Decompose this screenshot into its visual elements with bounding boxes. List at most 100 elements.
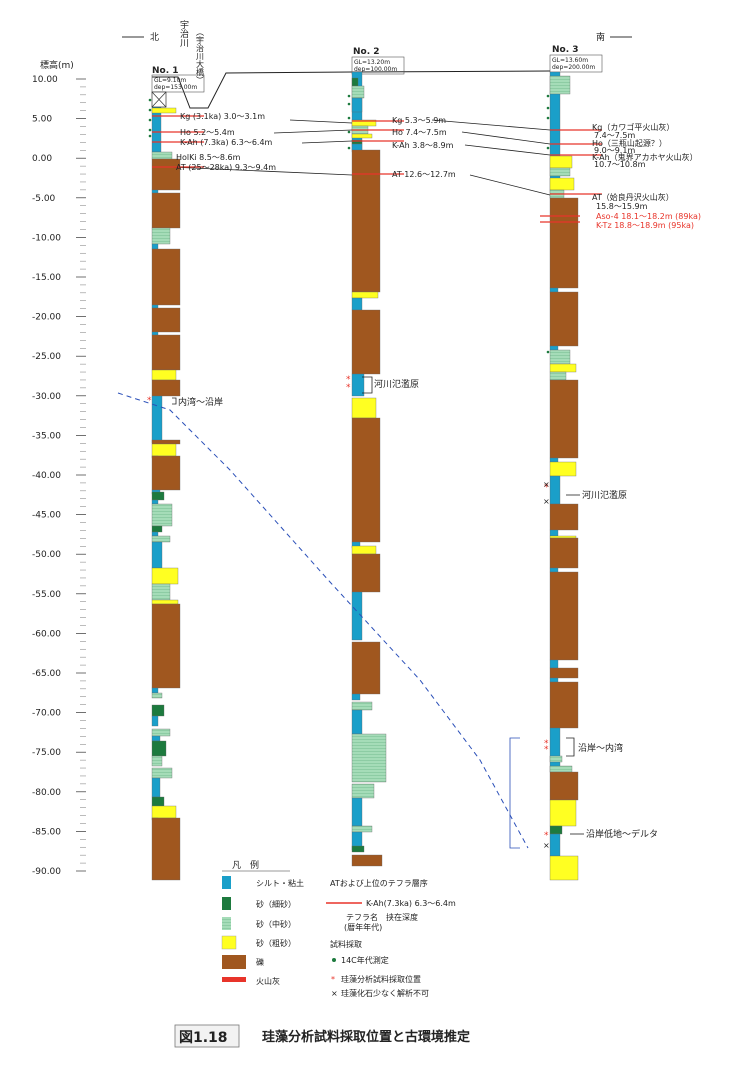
silt-layer: [151, 395, 163, 444]
tephra-line-at-2-3: [469, 174, 551, 196]
fine-sand-layer: [151, 525, 163, 533]
env-label-3a: 河川氾濫原: [582, 489, 627, 501]
axis-tick-label: -65.00: [32, 669, 61, 679]
medium-sand-layer: [351, 825, 373, 833]
legend-swatch-gravel: [222, 955, 246, 969]
tephra-line-kg-2-3: [431, 119, 551, 131]
silt-layer: [151, 499, 159, 505]
silt-layer: [549, 287, 559, 293]
borehole-3-header: No. 3 GL=13.60m dep=200.00m: [549, 45, 603, 73]
medium-sand-layer: [351, 85, 365, 99]
gravel-layer: [151, 603, 181, 689]
tephra-label-3-kg-depth: 7.4～7.5m: [594, 131, 635, 140]
medium-sand-layer: [549, 765, 573, 773]
borehole-3-gl: GL=13.60m: [552, 57, 588, 64]
silt-layer: [151, 687, 159, 694]
ground-surface: [152, 70, 551, 109]
coarse-sand-layer: [549, 155, 573, 169]
14c-sample-dot: [347, 130, 351, 134]
gravel-layer: [151, 307, 181, 333]
borehole-2-name: No. 2: [353, 47, 380, 57]
no-analysis-mark: ×: [543, 497, 550, 506]
fine-sand-layer: [151, 740, 167, 757]
14c-sample-dot: [347, 116, 351, 120]
axis-ticks: 10.00 5.00 0.00 -5.00 -10.00 -15.00 -20.00 -25.…: [32, 75, 86, 877]
gravel-layer: [351, 309, 381, 375]
tephra-label-1-kah: K-Ah (7.3ka) 6.3～6.4m: [180, 138, 273, 147]
axis-tick-label: -50.00: [32, 550, 61, 560]
coarse-sand-layer: [151, 805, 177, 819]
coarse-sand-layer: [549, 799, 577, 827]
legend-label-silt: シルト・粘土: [256, 878, 304, 888]
silt-layer: [351, 97, 363, 113]
silt-layer: [549, 457, 559, 463]
medium-sand-layer: [151, 227, 171, 245]
fine-sand-layer: [351, 845, 365, 853]
legend-swatch-fine-sand: [222, 897, 231, 910]
gravel-layer: [549, 771, 579, 801]
tephra-label-3-at: AT（姶良丹沢火山灰）: [592, 192, 674, 202]
sample-markers: *******×××: [147, 94, 550, 850]
legend-sample-14c: 14C年代測定: [341, 955, 389, 965]
legend-sample-na-mark: ×: [331, 989, 338, 998]
disturbed-top-mark: [151, 91, 167, 108]
legend-swatch-ash: [222, 977, 246, 982]
legend-swatch-silt: [222, 876, 231, 889]
borehole-2-dep: dep=100.00m: [354, 66, 397, 73]
caption-fig-box: [174, 1024, 240, 1048]
medium-sand-layer: [151, 692, 163, 699]
tephra-line-kah-2-3: [464, 144, 551, 156]
borehole-2-column: [351, 71, 387, 867]
legend-swatch-coarse-sand: [221, 935, 237, 950]
silt-layer: [549, 677, 559, 683]
medium-sand-layer: [549, 349, 571, 365]
fine-sand-layer: [151, 704, 165, 717]
no-analysis-mark: ×: [543, 480, 550, 489]
axis-tick-label: -60.00: [32, 629, 61, 639]
coarse-sand-layer: [351, 545, 377, 555]
axis-tick-label: 5.00: [32, 115, 52, 125]
legend-swatch-medium-sand: [222, 917, 231, 930]
silt-layer: [351, 297, 363, 311]
silt-layer: [351, 693, 361, 701]
silt-layer: [549, 529, 559, 537]
medium-sand-layer: [351, 701, 373, 711]
medium-sand-layer: [151, 151, 173, 160]
coarse-sand-layer: [351, 291, 379, 299]
silt-layer: [151, 715, 159, 727]
env-label-3c: 沿岸低地～デルタ: [586, 828, 658, 840]
tephra-line-kg-1-2: [289, 119, 353, 124]
silt-layer: [351, 373, 365, 397]
legend-sample-diatom: 珪藻分析試料採取位置: [341, 974, 421, 984]
tephra-label-2-at: AT 12.6～12.7m: [392, 170, 456, 179]
axis-tick-label: -35.00: [32, 431, 61, 441]
env-label-2: 河川氾濫原: [374, 378, 419, 390]
silt-layer: [351, 591, 363, 641]
environment-boundary-line: [117, 392, 529, 849]
tephra-label-1-holki: HolKi 8.5～8.6m: [176, 153, 241, 162]
14c-sample-dot: [148, 128, 152, 132]
tephra-correlation-lines: [169, 119, 551, 196]
legend-label-ash: 火山灰: [256, 976, 280, 986]
coarse-sand-layer: [151, 369, 177, 381]
silt-layer: [151, 243, 159, 250]
tephra-line-at-1-2: [169, 166, 353, 176]
medium-sand-layer: [351, 733, 387, 783]
14c-sample-dot: [546, 106, 550, 110]
fine-sand-layer: [351, 77, 359, 87]
medium-sand-layer: [151, 583, 171, 601]
axis-tick-label: -15.00: [32, 273, 61, 283]
14c-sample-dot: [148, 118, 152, 122]
borehole-3-dep: dep=200.00m: [552, 64, 595, 71]
legend-tephra-desc2: (暦年年代): [344, 922, 382, 932]
axis-tick-label: -30.00: [32, 392, 61, 402]
axis-tick-label: -45.00: [32, 511, 61, 521]
silt-layer: [151, 735, 161, 742]
tephra-label-3-kg: Kg（カワゴ平火山灰）: [592, 122, 674, 132]
river-label: 宇治川: [178, 19, 189, 47]
south-label: 南: [596, 31, 605, 43]
legend-label-fine-sand: 砂（細砂）: [256, 899, 296, 909]
legend-sample-na: 珪藻化石少なく解析不可: [341, 988, 429, 998]
caption-fig: 図1.18: [179, 1030, 228, 1046]
